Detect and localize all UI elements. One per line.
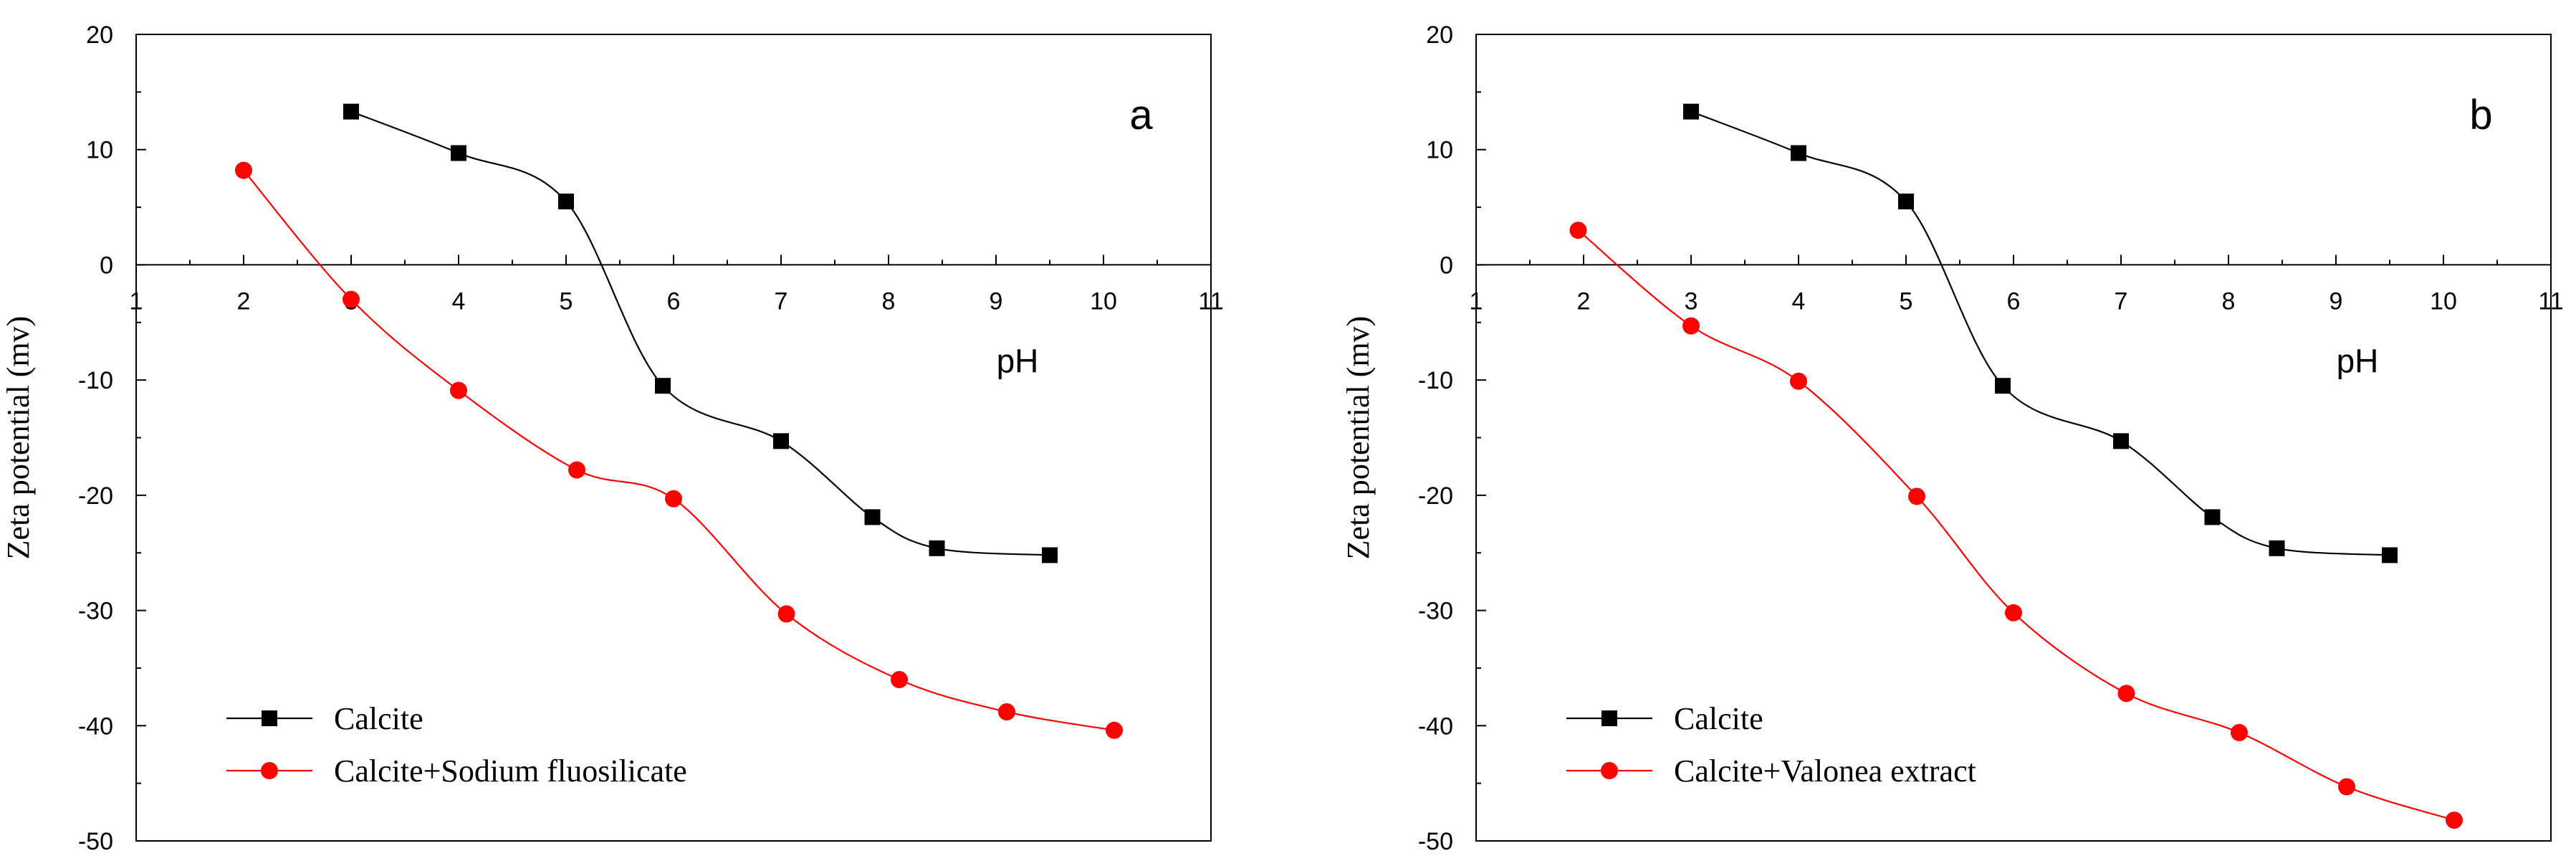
x-tick-label: 9: [990, 287, 1003, 315]
x-tick-label: 11: [1198, 287, 1223, 315]
x-tick-label: 2: [237, 287, 251, 315]
legend-label: Calcite: [1674, 701, 1763, 736]
x-tick-label: 5: [560, 287, 573, 315]
data-point-square: [864, 509, 881, 525]
x-tick-label: 1: [130, 287, 143, 315]
data-point-circle: [998, 703, 1015, 720]
data-point-circle: [1790, 372, 1807, 390]
legend-marker-square: [262, 710, 277, 726]
data-point-circle: [343, 290, 360, 308]
data-point-circle: [2338, 778, 2355, 796]
y-axis-title: Zeta potential (mv): [1, 316, 36, 560]
data-point-circle: [2231, 723, 2248, 741]
data-point-circle: [665, 490, 682, 508]
x-axis-title: pH: [2337, 342, 2379, 379]
plot-frame: [1475, 34, 2552, 842]
series-line: [1690, 110, 2390, 556]
series-line: [350, 110, 1050, 556]
y-tick-label: -50: [1418, 828, 1453, 855]
data-point-circle: [2117, 685, 2135, 703]
legend-label: Calcite+Sodium fluosilicate: [334, 753, 687, 789]
data-point-square: [2382, 547, 2398, 563]
x-axis-title: pH: [997, 342, 1039, 379]
x-tick-label: 1: [1470, 287, 1483, 315]
y-tick-label: -50: [78, 828, 113, 855]
x-tick-label: 3: [1685, 287, 1698, 315]
data-point-square: [343, 103, 359, 120]
y-tick-label: -30: [1418, 598, 1453, 625]
data-point-square: [2113, 433, 2129, 449]
x-tick-label: 10: [1090, 287, 1117, 315]
series-line: [243, 169, 1115, 731]
y-axis-title: Zeta potential (mv): [1341, 316, 1376, 560]
y-tick-label: 0: [100, 252, 113, 279]
data-point-square: [1042, 547, 1058, 563]
data-point-square: [558, 194, 574, 210]
data-point-circle: [568, 461, 585, 479]
panel-label: a: [1129, 92, 1153, 138]
data-point-circle: [235, 161, 252, 179]
data-point-square: [773, 433, 789, 449]
chart-panel-b: 1 2 3 4 5 6 7 8 9 10 11 20 10 0 -10 -20 -30 -40 -50 Zeta po…: [1341, 22, 2564, 855]
data-point-square: [1791, 145, 1806, 161]
data-point-circle: [2446, 812, 2463, 829]
data-point-circle: [777, 605, 795, 623]
legend-marker-circle: [261, 762, 278, 779]
x-tick-label: 5: [1900, 287, 1913, 315]
y-tick-label: 20: [1426, 22, 1453, 49]
x-tick-label: 4: [452, 287, 466, 315]
data-point-square: [1898, 194, 1914, 210]
data-point-square: [2269, 540, 2285, 556]
legend-marker-square: [1601, 710, 1617, 726]
x-tick-label: 6: [2007, 287, 2021, 315]
legend-label: Calcite: [334, 701, 423, 736]
x-tick-label: 7: [2115, 287, 2128, 315]
legend-marker-circle: [1601, 762, 1618, 779]
data-point-square: [451, 145, 466, 161]
y-tick-label: 10: [86, 137, 113, 164]
y-tick-label: -10: [1418, 367, 1453, 394]
data-point-circle: [2005, 604, 2022, 622]
x-tick-label: 9: [2330, 287, 2343, 315]
data-point-square: [2204, 509, 2221, 525]
y-tick-label: -10: [78, 367, 113, 394]
x-tick-label: 2: [1577, 287, 1591, 315]
data-point-square: [1683, 103, 1699, 120]
data-point-square: [1995, 378, 2011, 394]
y-tick-label: 0: [1440, 252, 1453, 279]
x-tick-label: 11: [2538, 287, 2563, 315]
y-tick-label: -30: [78, 598, 113, 625]
panel-label: b: [2469, 92, 2492, 138]
data-point-circle: [1682, 317, 1700, 335]
x-tick-label: 7: [775, 287, 788, 315]
data-point-circle: [891, 671, 908, 688]
x-tick-label: 8: [882, 287, 896, 315]
data-point-square: [655, 378, 671, 394]
series-line: [1577, 229, 2455, 822]
data-point-circle: [1106, 721, 1123, 739]
x-tick-label: 8: [2222, 287, 2236, 315]
y-tick-label: -20: [1418, 482, 1453, 510]
x-tick-label: 6: [667, 287, 681, 315]
x-tick-label: 4: [1792, 287, 1806, 315]
y-tick-label: -20: [78, 482, 113, 510]
y-tick-label: 10: [1426, 137, 1453, 164]
y-tick-label: -40: [78, 713, 113, 740]
x-tick-label: 10: [2430, 287, 2457, 315]
y-tick-label: -40: [1418, 713, 1453, 740]
data-point-circle: [450, 381, 467, 399]
data-point-circle: [1908, 487, 1925, 505]
data-point-square: [929, 540, 945, 556]
y-tick-label: 20: [86, 22, 113, 49]
legend-label: Calcite+Valonea extract: [1674, 753, 1976, 789]
data-point-circle: [1569, 222, 1587, 239]
